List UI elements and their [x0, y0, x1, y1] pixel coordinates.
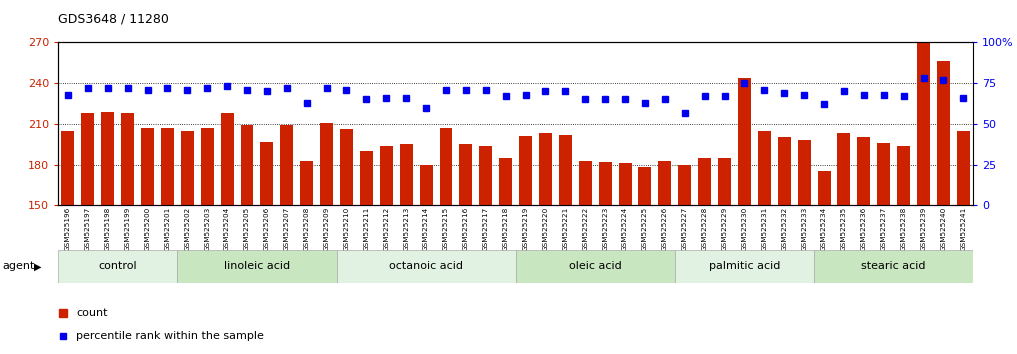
Text: octanoic acid: octanoic acid	[390, 261, 463, 272]
Text: control: control	[99, 261, 137, 272]
Bar	[814, 250, 973, 283]
Text: palmitic acid: palmitic acid	[709, 261, 780, 272]
Text: ▶: ▶	[34, 261, 41, 272]
Text: percentile rank within the sample: percentile rank within the sample	[76, 331, 264, 341]
Bar	[479, 145, 492, 205]
Bar	[797, 140, 811, 205]
Bar	[121, 113, 134, 205]
Bar	[718, 158, 731, 205]
Bar	[897, 145, 910, 205]
Bar	[917, 41, 930, 205]
Bar	[857, 137, 871, 205]
Bar	[837, 133, 850, 205]
Bar	[200, 128, 214, 205]
Bar	[337, 250, 516, 283]
Bar	[678, 165, 692, 205]
Bar	[579, 161, 592, 205]
Bar	[340, 129, 353, 205]
Bar	[300, 161, 313, 205]
Bar	[818, 171, 831, 205]
Text: agent: agent	[2, 261, 35, 272]
Text: oleic acid: oleic acid	[569, 261, 621, 272]
Bar	[177, 250, 337, 283]
Bar	[360, 151, 373, 205]
Bar	[320, 122, 333, 205]
Bar	[81, 113, 95, 205]
Bar	[61, 131, 74, 205]
Text: GDS3648 / 11280: GDS3648 / 11280	[58, 12, 169, 25]
Bar	[738, 78, 751, 205]
Bar	[260, 142, 274, 205]
Bar	[379, 145, 393, 205]
Bar	[658, 161, 671, 205]
Bar	[516, 250, 675, 283]
Bar	[102, 112, 114, 205]
Text: count: count	[76, 308, 108, 318]
Bar	[58, 250, 177, 283]
Text: stearic acid: stearic acid	[861, 261, 925, 272]
Bar	[181, 131, 194, 205]
Bar	[439, 128, 453, 205]
Bar	[420, 165, 432, 205]
Bar	[559, 135, 572, 205]
Bar	[400, 144, 413, 205]
Bar	[539, 133, 552, 205]
Bar	[758, 131, 771, 205]
Bar	[141, 128, 154, 205]
Bar	[699, 158, 711, 205]
Bar	[519, 136, 532, 205]
Bar	[460, 144, 472, 205]
Bar	[241, 125, 253, 205]
Bar	[618, 163, 632, 205]
Bar	[281, 125, 293, 205]
Bar	[639, 167, 652, 205]
Bar	[599, 162, 611, 205]
Bar	[499, 158, 513, 205]
Bar	[778, 137, 790, 205]
Bar	[878, 143, 890, 205]
Bar	[957, 131, 970, 205]
Bar	[221, 113, 234, 205]
Text: linoleic acid: linoleic acid	[224, 261, 290, 272]
Bar	[937, 62, 950, 205]
Bar	[675, 250, 814, 283]
Bar	[161, 128, 174, 205]
